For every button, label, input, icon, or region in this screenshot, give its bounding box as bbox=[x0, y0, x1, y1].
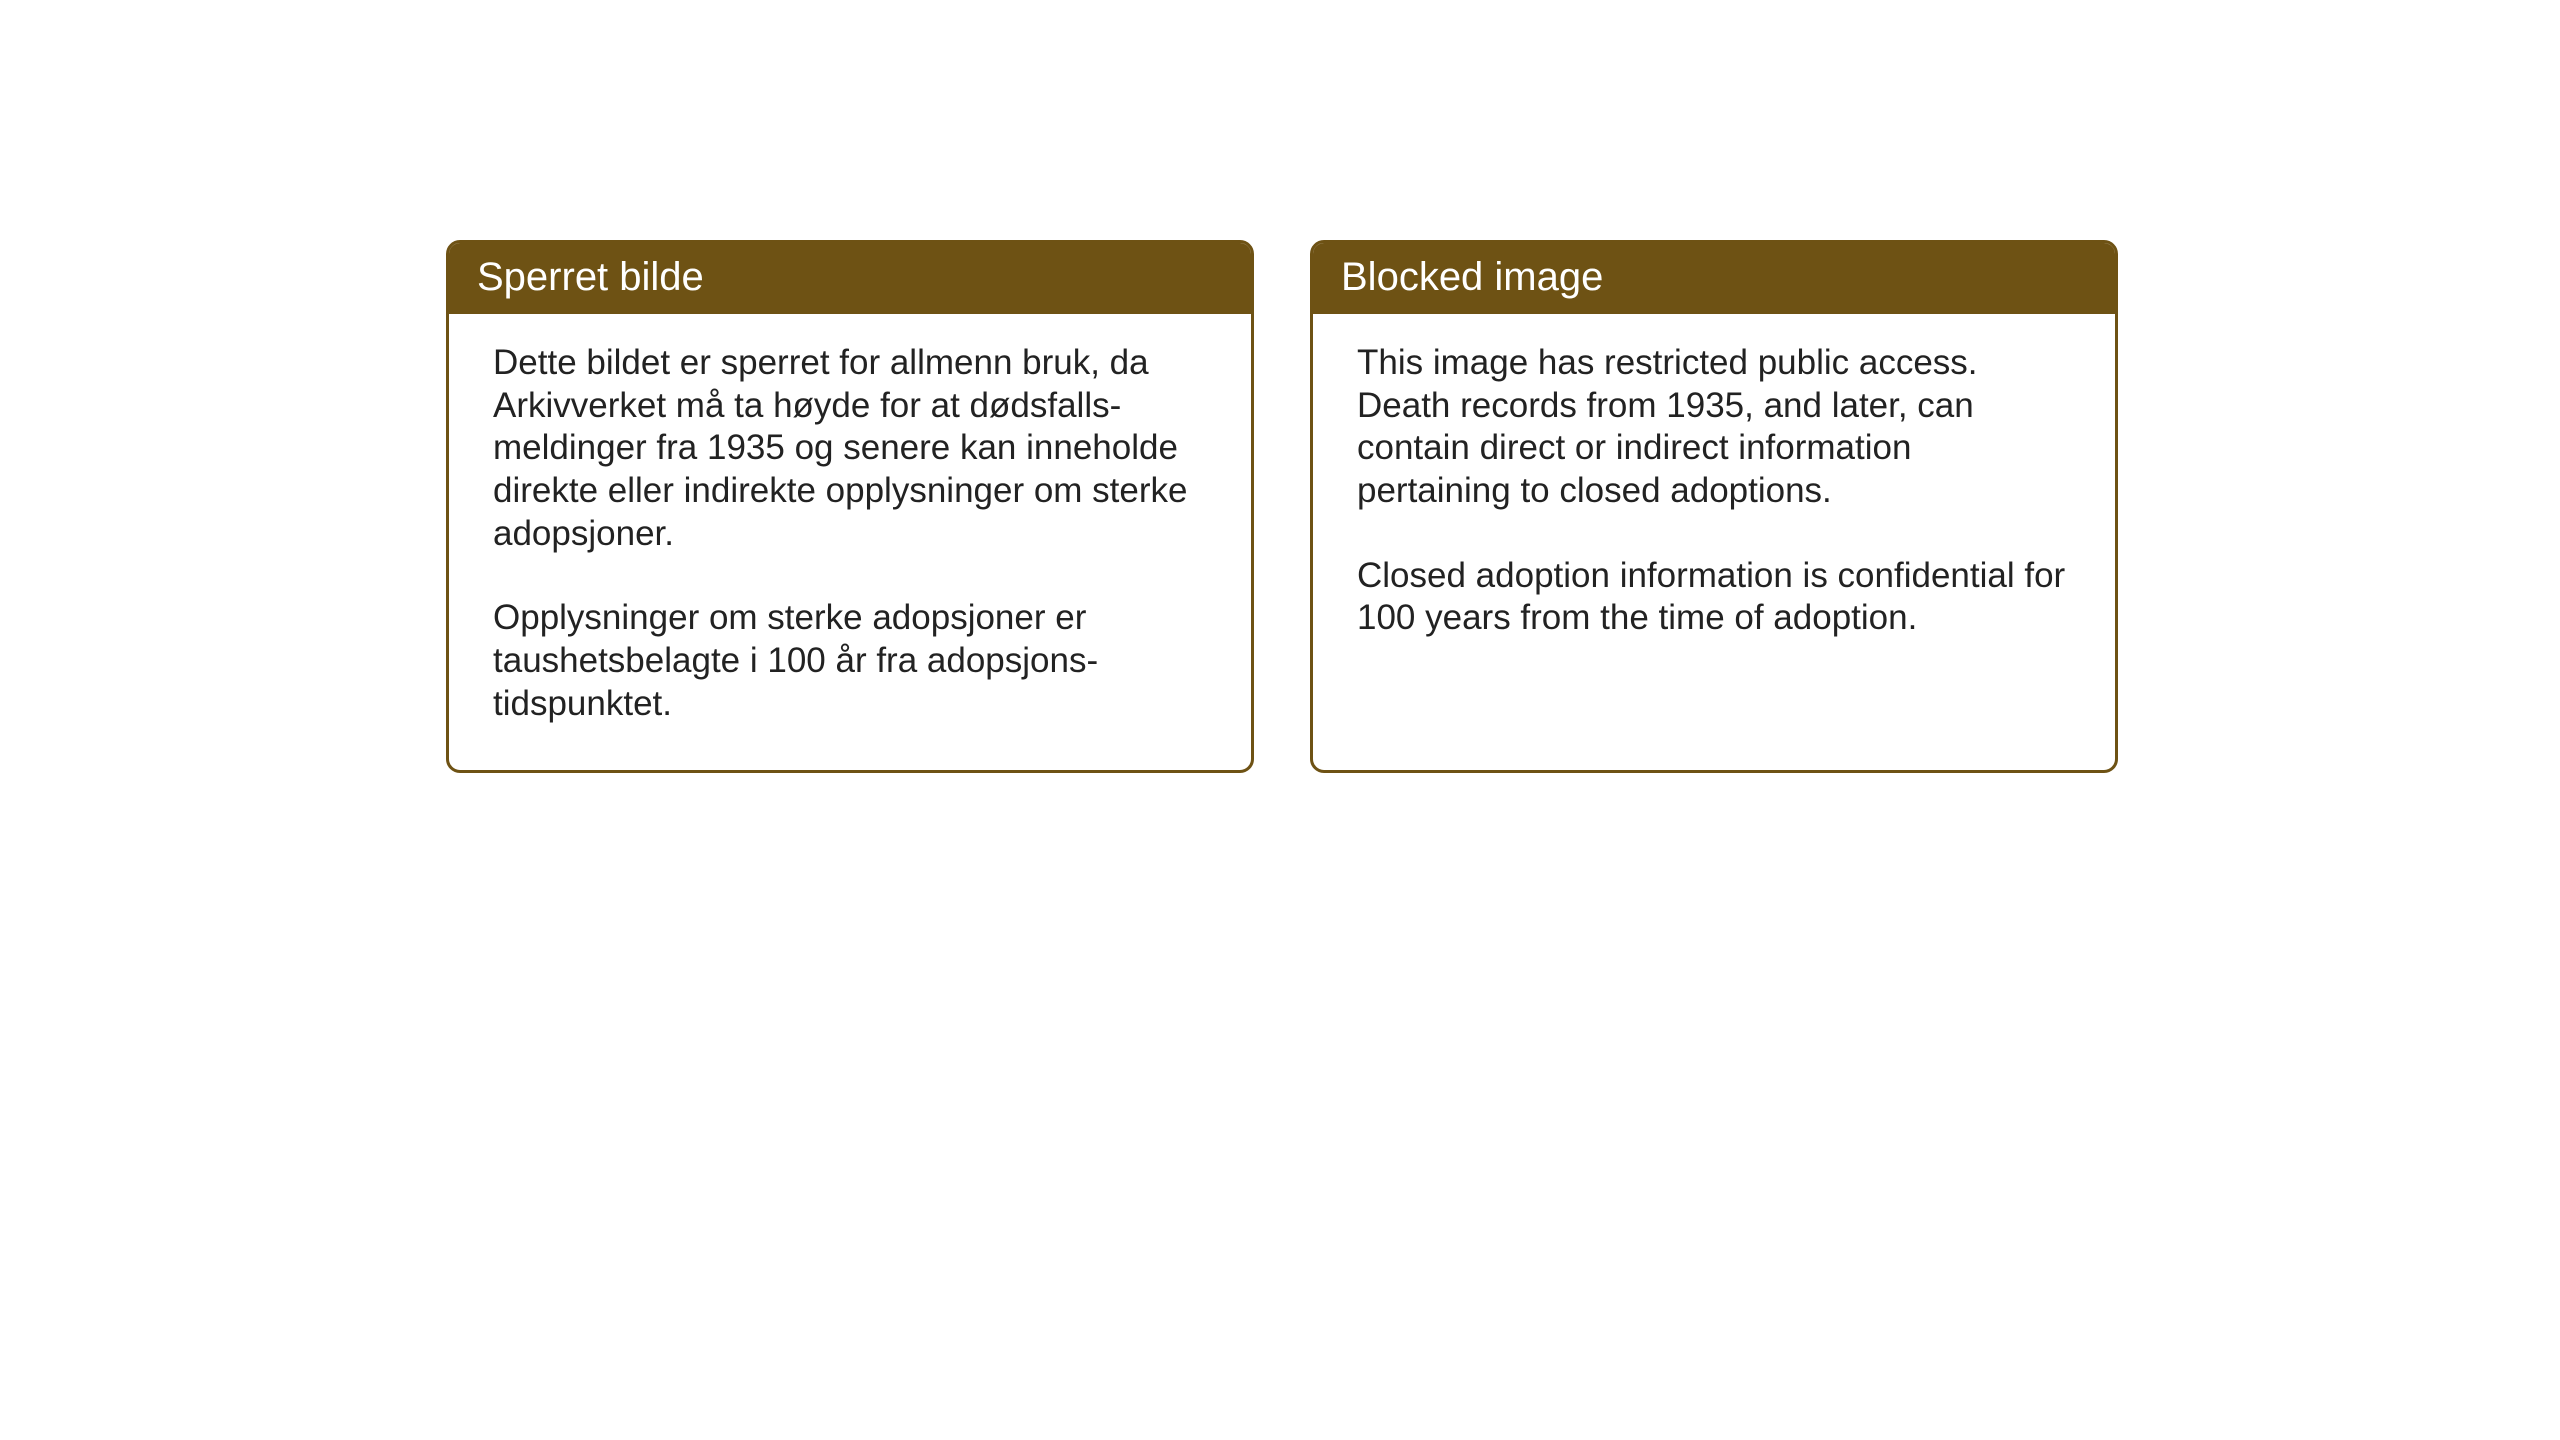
card-norwegian-header: Sperret bilde bbox=[449, 243, 1251, 314]
card-english-paragraph-2: Closed adoption information is confident… bbox=[1357, 555, 2071, 640]
card-norwegian-paragraph-1: Dette bildet er sperret for allmenn bruk… bbox=[493, 342, 1207, 555]
card-english-paragraph-1: This image has restricted public access.… bbox=[1357, 342, 2071, 513]
card-norwegian-paragraph-2: Opplysninger om sterke adopsjoner er tau… bbox=[493, 597, 1207, 725]
card-english-body: This image has restricted public access.… bbox=[1313, 314, 2115, 684]
card-norwegian-body: Dette bildet er sperret for allmenn bruk… bbox=[449, 314, 1251, 770]
card-english-header: Blocked image bbox=[1313, 243, 2115, 314]
card-english-title: Blocked image bbox=[1341, 255, 1603, 299]
card-english: Blocked image This image has restricted … bbox=[1310, 240, 2118, 773]
card-norwegian-title: Sperret bilde bbox=[477, 255, 704, 299]
card-norwegian: Sperret bilde Dette bildet er sperret fo… bbox=[446, 240, 1254, 773]
cards-container: Sperret bilde Dette bildet er sperret fo… bbox=[446, 240, 2118, 773]
